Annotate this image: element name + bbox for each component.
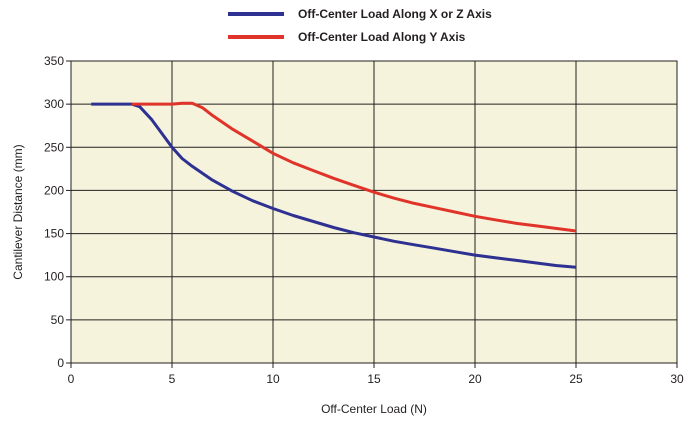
x-axis-title: Off-Center Load (N)	[321, 402, 427, 416]
y-tick-label: 50	[51, 313, 65, 327]
x-tick-label: 30	[670, 372, 684, 386]
legend-label-2: Off-Center Load Along Y Axis	[298, 30, 466, 44]
y-axis-ticks: 0 50 100 150 200 250 300 350	[44, 54, 71, 370]
legend: Off-Center Load Along X or Z Axis Off-Cen…	[228, 7, 492, 44]
x-axis-ticks: 0 5 10 15 20 25 30	[68, 363, 684, 386]
x-tick-label: 10	[266, 372, 280, 386]
y-tick-label: 100	[44, 270, 64, 284]
y-tick-label: 150	[44, 227, 64, 241]
legend-label-1: Off-Center Load Along X or Z Axis	[298, 7, 492, 21]
y-tick-label: 0	[57, 356, 64, 370]
x-tick-label: 5	[169, 372, 176, 386]
y-tick-label: 350	[44, 54, 64, 68]
x-tick-label: 0	[68, 372, 75, 386]
x-tick-label: 15	[367, 372, 381, 386]
series-line-2	[131, 101, 577, 233]
y-tick-label: 200	[44, 183, 64, 197]
y-axis-title: Cantilever Distance (mm)	[11, 144, 25, 279]
series-line-1	[91, 102, 577, 269]
series-lines	[91, 101, 577, 269]
x-tick-label: 25	[569, 372, 583, 386]
y-tick-label: 250	[44, 140, 64, 154]
x-tick-label: 20	[468, 372, 482, 386]
y-tick-label: 300	[44, 97, 64, 111]
